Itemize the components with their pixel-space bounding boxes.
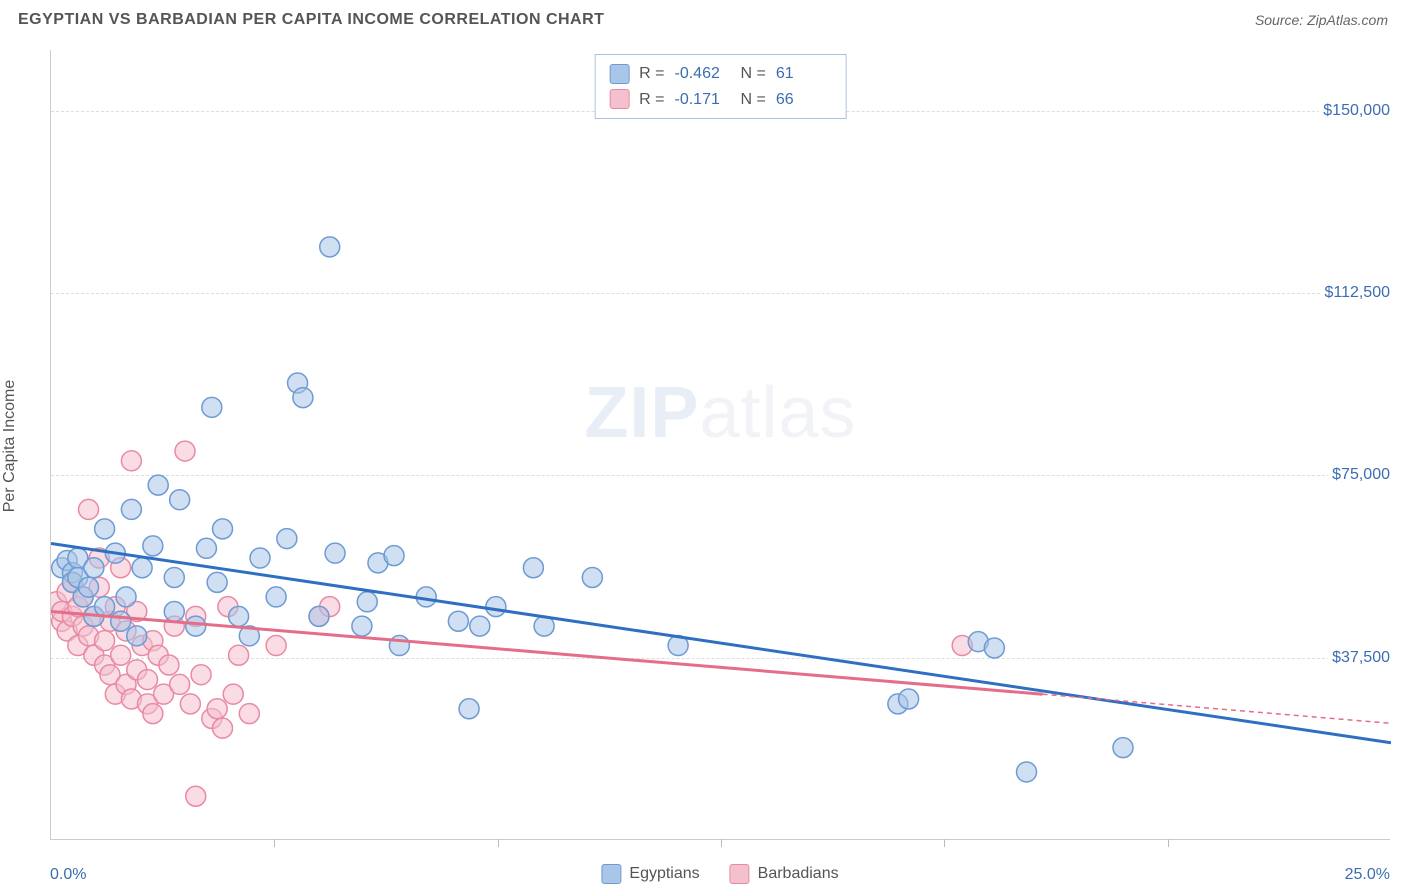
data-point	[320, 237, 340, 257]
x-tick	[498, 839, 499, 847]
series-legend: Egyptians Barbadians	[601, 864, 838, 884]
x-axis-max-label: 25.0%	[1345, 866, 1390, 884]
x-axis-min-label: 0.0%	[50, 866, 86, 884]
data-point	[186, 786, 206, 806]
x-tick	[274, 839, 275, 847]
data-point	[223, 684, 243, 704]
r-label: R =	[639, 87, 664, 113]
legend-swatch	[609, 64, 629, 84]
data-point	[143, 536, 163, 556]
legend-label: Barbadians	[758, 865, 839, 883]
legend-item: Barbadians	[730, 864, 839, 884]
data-point	[899, 689, 919, 709]
data-point	[486, 597, 506, 617]
scatter-svg	[51, 50, 1391, 840]
data-point	[95, 597, 115, 617]
data-point	[448, 611, 468, 631]
plot-area: ZIPatlas R =-0.462N =61R =-0.171N =66 $3…	[50, 50, 1390, 840]
data-point	[175, 441, 195, 461]
n-value: 66	[776, 87, 832, 113]
data-point	[116, 587, 136, 607]
data-point	[95, 519, 115, 539]
correlation-row: R = -0.462 N = 61	[609, 61, 832, 87]
correlation-legend: R = -0.462 N = 61 R = -0.171 N = 66	[594, 54, 847, 119]
x-tick	[721, 839, 722, 847]
legend-swatch	[609, 89, 629, 109]
data-point	[164, 567, 184, 587]
data-point	[239, 704, 259, 724]
data-point	[170, 674, 190, 694]
data-point	[79, 577, 99, 597]
data-point	[213, 718, 233, 738]
data-point	[984, 638, 1004, 658]
data-point	[164, 602, 184, 622]
legend-swatch	[601, 864, 621, 884]
data-point	[1113, 738, 1133, 758]
r-value: -0.171	[675, 87, 731, 113]
data-point	[137, 670, 157, 690]
data-point	[325, 543, 345, 563]
data-point	[470, 616, 490, 636]
data-point	[143, 704, 163, 724]
data-point	[95, 631, 115, 651]
data-point	[250, 548, 270, 568]
data-point	[180, 694, 200, 714]
data-point	[127, 626, 147, 646]
data-point	[121, 451, 141, 471]
data-point	[266, 636, 286, 656]
data-point	[202, 397, 222, 417]
x-tick	[1168, 839, 1169, 847]
header-bar: EGYPTIAN VS BARBADIAN PER CAPITA INCOME …	[0, 0, 1406, 40]
data-point	[523, 558, 543, 578]
data-point	[132, 558, 152, 578]
data-point	[159, 655, 179, 675]
data-point	[186, 616, 206, 636]
legend-swatch	[730, 864, 750, 884]
source-name: ZipAtlas.com	[1307, 12, 1388, 28]
r-label: R =	[639, 61, 664, 87]
data-point	[191, 665, 211, 685]
data-point	[229, 606, 249, 626]
data-point	[384, 546, 404, 566]
data-point	[582, 567, 602, 587]
data-point	[229, 645, 249, 665]
n-value: 61	[776, 61, 832, 87]
source-prefix: Source:	[1255, 12, 1307, 28]
data-point	[293, 388, 313, 408]
data-point	[213, 519, 233, 539]
n-label: N =	[741, 87, 766, 113]
chart-title: EGYPTIAN VS BARBADIAN PER CAPITA INCOME …	[18, 11, 604, 29]
legend-item: Egyptians	[601, 864, 699, 884]
data-point	[148, 475, 168, 495]
data-point	[207, 572, 227, 592]
source-attribution: Source: ZipAtlas.com	[1255, 12, 1388, 28]
data-point	[1017, 762, 1037, 782]
data-point	[459, 699, 479, 719]
data-point	[111, 611, 131, 631]
data-point	[111, 645, 131, 665]
chart-container: EGYPTIAN VS BARBADIAN PER CAPITA INCOME …	[0, 0, 1406, 892]
data-point	[277, 529, 297, 549]
data-point	[357, 592, 377, 612]
y-axis-label: Per Capita Income	[1, 380, 19, 513]
data-point	[309, 606, 329, 626]
correlation-row: R = -0.171 N = 66	[609, 87, 832, 113]
data-point	[196, 538, 216, 558]
legend-label: Egyptians	[629, 865, 699, 883]
x-axis-labels: 0.0% Egyptians Barbadians 25.0%	[50, 854, 1390, 884]
x-tick	[944, 839, 945, 847]
data-point	[207, 699, 227, 719]
n-label: N =	[741, 61, 766, 87]
data-point	[352, 616, 372, 636]
data-point	[84, 558, 104, 578]
data-point	[266, 587, 286, 607]
data-point	[170, 490, 190, 510]
r-value: -0.462	[675, 61, 731, 87]
data-point	[79, 499, 99, 519]
data-point	[121, 499, 141, 519]
